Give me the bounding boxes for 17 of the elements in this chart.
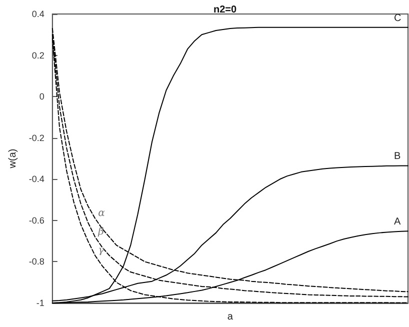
series-label: C [394,12,402,24]
y-axis-title: w(a) [8,148,18,170]
series-label: γ [98,245,104,256]
y-tick-label: -0.6 [28,215,44,226]
x-axis-title: a [227,312,234,322]
y-tick-label: -0.2 [28,132,44,143]
series-label: A [394,216,401,228]
series-label: β [97,226,104,238]
y-tick-label: 0.4 [32,9,44,19]
y-tick-label: 0 [39,92,44,102]
series-label: B [394,151,401,162]
chart-title: n2=0 [213,4,237,16]
y-tick-label: -1 [36,298,44,308]
y-tick-label: -0.8 [28,256,44,267]
series-label: α [98,208,106,219]
y-tick-label: -0.4 [28,174,44,184]
y-tick-label: 0.2 [32,50,44,60]
